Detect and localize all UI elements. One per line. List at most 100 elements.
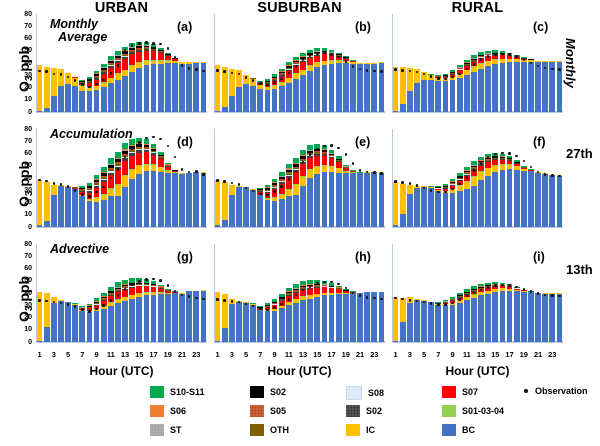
x-tick-11: 11 — [462, 350, 471, 359]
x-tick-9: 9 — [272, 350, 277, 359]
column-title-rural: RURAL — [451, 0, 504, 16]
bar-segment-IC — [150, 60, 157, 65]
bar-segment-BC — [542, 173, 549, 227]
panel-d — [36, 129, 207, 228]
legend-item-st: ST — [150, 424, 182, 436]
bar-hour-2 — [399, 297, 406, 342]
bar-segment-S10-S11 — [122, 46, 128, 51]
panel-left-spine — [392, 244, 393, 342]
observation-point — [543, 173, 547, 176]
bar-segment-S07 — [86, 308, 93, 311]
bar-segment-S06 — [300, 155, 306, 156]
observation-point — [543, 293, 547, 297]
bar-segment-BC — [186, 63, 193, 112]
bar-segment-BC — [136, 173, 143, 227]
bar-segment-S01-03-04 — [471, 66, 477, 67]
bar-segment-S08 — [463, 173, 470, 175]
bar-segment-S02 — [478, 55, 484, 57]
bar-segment-S02 — [456, 295, 463, 297]
bar-hour-22 — [542, 173, 549, 227]
bar-segment-S01-03-04 — [264, 197, 271, 199]
bar-segment-S01-03-04 — [136, 62, 143, 64]
bar-segment-S01-03-04 — [150, 164, 157, 166]
bar-segment-S10-S11 — [271, 74, 278, 77]
bar-segment-S02d — [335, 161, 342, 163]
bar-segment-BC — [492, 171, 499, 227]
observation-point — [109, 299, 113, 302]
bar-segment-S10-S11 — [115, 282, 121, 287]
bar-segment-S01-03-04 — [293, 183, 299, 185]
bar-segment-BC — [122, 186, 128, 227]
bar-hour-5 — [65, 301, 71, 342]
observation-point — [494, 152, 497, 156]
bar-segment-BC — [357, 64, 363, 112]
bar-segment-S08 — [107, 171, 114, 173]
bar-segment-IC — [456, 300, 463, 303]
bar-segment-IC — [264, 86, 271, 90]
observation-point — [486, 54, 490, 58]
bar-segment-S02d — [456, 297, 463, 298]
bar-segment-IC — [485, 290, 492, 294]
panel-baseline — [392, 226, 563, 228]
bar-segment-S07 — [278, 184, 285, 194]
y-tick-50: 50 — [24, 47, 32, 55]
bar-hour-3 — [50, 67, 57, 112]
bar-segment-BC — [271, 200, 278, 227]
bar-hour-24 — [200, 172, 207, 227]
observation-point — [529, 290, 533, 294]
bar-hour-2 — [221, 66, 228, 112]
bar-segment-BC — [186, 291, 193, 342]
observation-point — [244, 76, 248, 79]
bar-hour-1 — [392, 182, 399, 227]
bar-segment-BC — [478, 180, 484, 227]
x-tick-3: 3 — [229, 350, 234, 359]
bar-segment-S01-03-04 — [115, 73, 121, 75]
bar-segment-S10-S11 — [499, 153, 506, 157]
bar-hour-20 — [172, 291, 178, 342]
bar-segment-S02d — [328, 156, 335, 159]
bar-segment-S07 — [506, 160, 513, 165]
bar-segment-OTH — [115, 289, 121, 291]
bar-hour-7 — [257, 306, 264, 342]
bar-segment-BC — [79, 195, 86, 227]
bar-hour-19 — [520, 57, 527, 112]
panel-baseline — [214, 226, 385, 228]
observation-point — [230, 300, 234, 303]
bar-segment-IC — [321, 165, 328, 172]
x-tick-19: 19 — [341, 350, 350, 359]
bar-segment-IC — [164, 292, 171, 294]
bar-segment-S07 — [136, 286, 143, 294]
bar-segment-BC — [478, 68, 484, 112]
bar-segment-S02d — [143, 285, 150, 287]
panel-baseline — [392, 341, 563, 343]
bar-segment-S10-S11 — [492, 50, 499, 53]
bar-segment-S02 — [471, 289, 477, 290]
observation-point — [123, 48, 127, 52]
bar-segment-S02 — [314, 284, 321, 286]
observation-point — [102, 185, 105, 189]
bar-segment-S07 — [478, 165, 484, 172]
bar-segment-S07 — [456, 70, 463, 74]
bar-hour-3 — [50, 297, 57, 342]
bar-segment-S10-S11 — [157, 48, 164, 51]
bar-segment-S02 — [271, 182, 278, 185]
bar-segment-S02d — [257, 191, 264, 193]
bar-segment-BC — [72, 85, 79, 112]
bar-segment-OTH — [93, 183, 100, 185]
bar-segment-BC — [285, 195, 292, 227]
bar-segment-S05 — [129, 49, 136, 51]
bar-segment-OTH — [335, 160, 342, 162]
observation-point — [415, 70, 419, 74]
bar-hour-15 — [314, 280, 321, 342]
bar-segment-S06 — [107, 163, 114, 165]
bar-segment-IC — [421, 300, 427, 301]
bar-segment-S07 — [478, 58, 484, 64]
bar-segment-S02 — [136, 46, 143, 48]
bar-hour-4 — [58, 300, 64, 342]
bar-hour-12 — [293, 283, 299, 342]
bar-hour-23 — [371, 292, 378, 342]
bar-hour-23 — [549, 293, 556, 342]
bar-hour-4 — [236, 70, 242, 112]
bar-segment-S10-S11 — [143, 139, 150, 144]
bar-segment-IC — [93, 86, 100, 90]
